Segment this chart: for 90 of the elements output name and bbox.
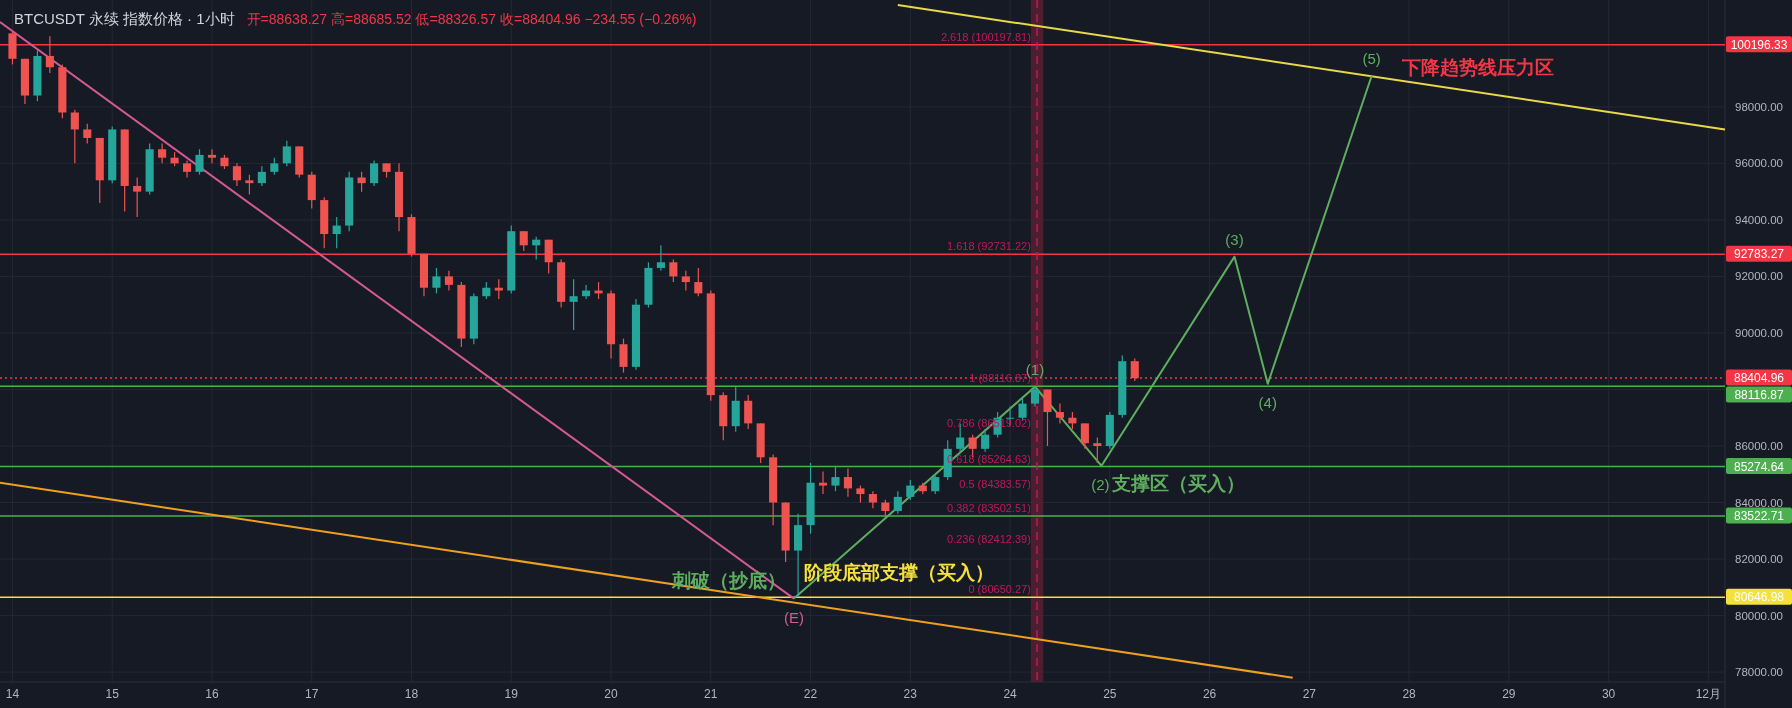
- candlestick: [70, 109, 79, 164]
- candlestick: [544, 239, 553, 275]
- text: BTCUSDT 永续 指数价格 · 1小时: [14, 10, 235, 27]
- annotation: 2.618 (100197.81): [940, 30, 1031, 43]
- candlestick: [669, 258, 678, 283]
- annotation: 阶段底部支撑（买入）: [803, 561, 994, 583]
- x-tick-label: 29: [1502, 687, 1516, 701]
- x-tick-label: 24: [1003, 687, 1018, 701]
- candlestick: [207, 148, 217, 164]
- candlestick: [569, 278, 578, 331]
- annotation: 1.618 (92731.22): [947, 240, 1031, 253]
- candlestick: [282, 140, 291, 167]
- x-tick-label: 21: [704, 687, 718, 701]
- y-tick-label: 94000.00: [1735, 213, 1783, 226]
- candlestick: [83, 123, 92, 145]
- x-tick-label: 27: [1302, 687, 1317, 701]
- candlestick: [1055, 403, 1064, 424]
- annotation: 0.382 (83502.51): [947, 502, 1031, 515]
- candlestick: [656, 244, 665, 272]
- text: 开=88638.27 高=88685.52 低=88326.57 收=88404.96 −234.55 (−0.26%): [246, 11, 697, 27]
- ref-line-label: 100196.33: [1730, 37, 1788, 52]
- ref-line-label: 88404.96: [1733, 371, 1785, 386]
- candlestick: [432, 267, 441, 294]
- annotation: 0.236 (82412.39): [947, 533, 1031, 546]
- candlestick: [694, 267, 703, 297]
- annotation: (4): [1258, 393, 1277, 411]
- candlestick: [494, 278, 503, 300]
- candlestick: [232, 162, 241, 187]
- candlestick: [981, 428, 990, 453]
- annotation: 下降趋势线压力区: [1400, 56, 1554, 78]
- candlestick: [444, 270, 453, 292]
- annotation: 0.5 (84383.57): [959, 477, 1031, 490]
- x-tick-label: 17: [305, 687, 319, 701]
- x-tick-label: 16: [205, 687, 219, 701]
- annotation: (5): [1362, 49, 1381, 67]
- ref-line-label: 85274.64: [1733, 459, 1785, 474]
- y-tick-label: 84000.00: [1735, 496, 1783, 509]
- candlestick: [893, 490, 902, 515]
- candlestick: [1080, 422, 1089, 450]
- x-tick-label: 14: [5, 687, 20, 701]
- x-tick-label: 18: [404, 687, 419, 701]
- annotation: (E): [783, 608, 804, 626]
- candlestick: [1093, 436, 1102, 464]
- ref-line-label: 92783.27: [1733, 247, 1785, 262]
- y-tick-label: 86000.00: [1735, 440, 1783, 452]
- candlestick: [158, 142, 167, 164]
- candlestick: [257, 165, 266, 187]
- candlestick: [133, 176, 142, 218]
- y-tick-label: 82000.00: [1735, 553, 1783, 566]
- candlestick: [245, 174, 254, 196]
- candlestick: [1030, 386, 1040, 408]
- x-tick-label: 26: [1202, 687, 1217, 701]
- ref-line-label: 80646.98: [1733, 590, 1785, 605]
- candlestick: [332, 216, 341, 249]
- y-tick-label: 80000.00: [1735, 609, 1783, 622]
- candlestick: [1130, 357, 1139, 382]
- annotation: (3): [1225, 230, 1244, 248]
- candlestick: [357, 171, 366, 193]
- x-tick-label: 12月: [1695, 687, 1722, 701]
- y-tick-label: 92000.00: [1735, 270, 1783, 283]
- candlestick: [744, 394, 753, 430]
- y-tick-label: 98000.00: [1735, 100, 1783, 113]
- candlestick: [906, 479, 915, 501]
- x-tick-label: 22: [803, 687, 818, 701]
- candlestick: [195, 148, 204, 176]
- candlestick: [619, 338, 628, 374]
- x-tick-label: 28: [1402, 687, 1417, 701]
- annotation: 支撑区（买入）: [1110, 472, 1245, 494]
- y-tick-label: 96000.00: [1735, 157, 1783, 170]
- y-tick-label: 90000.00: [1735, 326, 1783, 339]
- candlestick: [843, 468, 852, 498]
- x-tick-label: 15: [105, 687, 120, 701]
- x-tick-label: 19: [504, 687, 519, 701]
- annotation: (2): [1091, 475, 1110, 493]
- x-tick-label: 25: [1103, 687, 1117, 701]
- x-tick-label: 23: [903, 687, 918, 701]
- x-tick-label: 20: [604, 687, 619, 701]
- candlestick: [1043, 388, 1052, 447]
- ref-line-label: 88116.87: [1734, 388, 1784, 403]
- candlestick: [519, 230, 528, 252]
- candlestick: [831, 465, 840, 492]
- candlestick: [818, 470, 828, 495]
- ref-line-label: 83522.71: [1733, 509, 1785, 524]
- annotation: 0 (80650.27): [968, 583, 1031, 596]
- candlestick: [931, 473, 940, 495]
- candlestick: [45, 35, 54, 74]
- candlestick: [681, 270, 690, 292]
- candlestick: [370, 159, 379, 187]
- x-tick-label: 30: [1601, 687, 1616, 701]
- y-tick-label: 78000.00: [1735, 666, 1783, 679]
